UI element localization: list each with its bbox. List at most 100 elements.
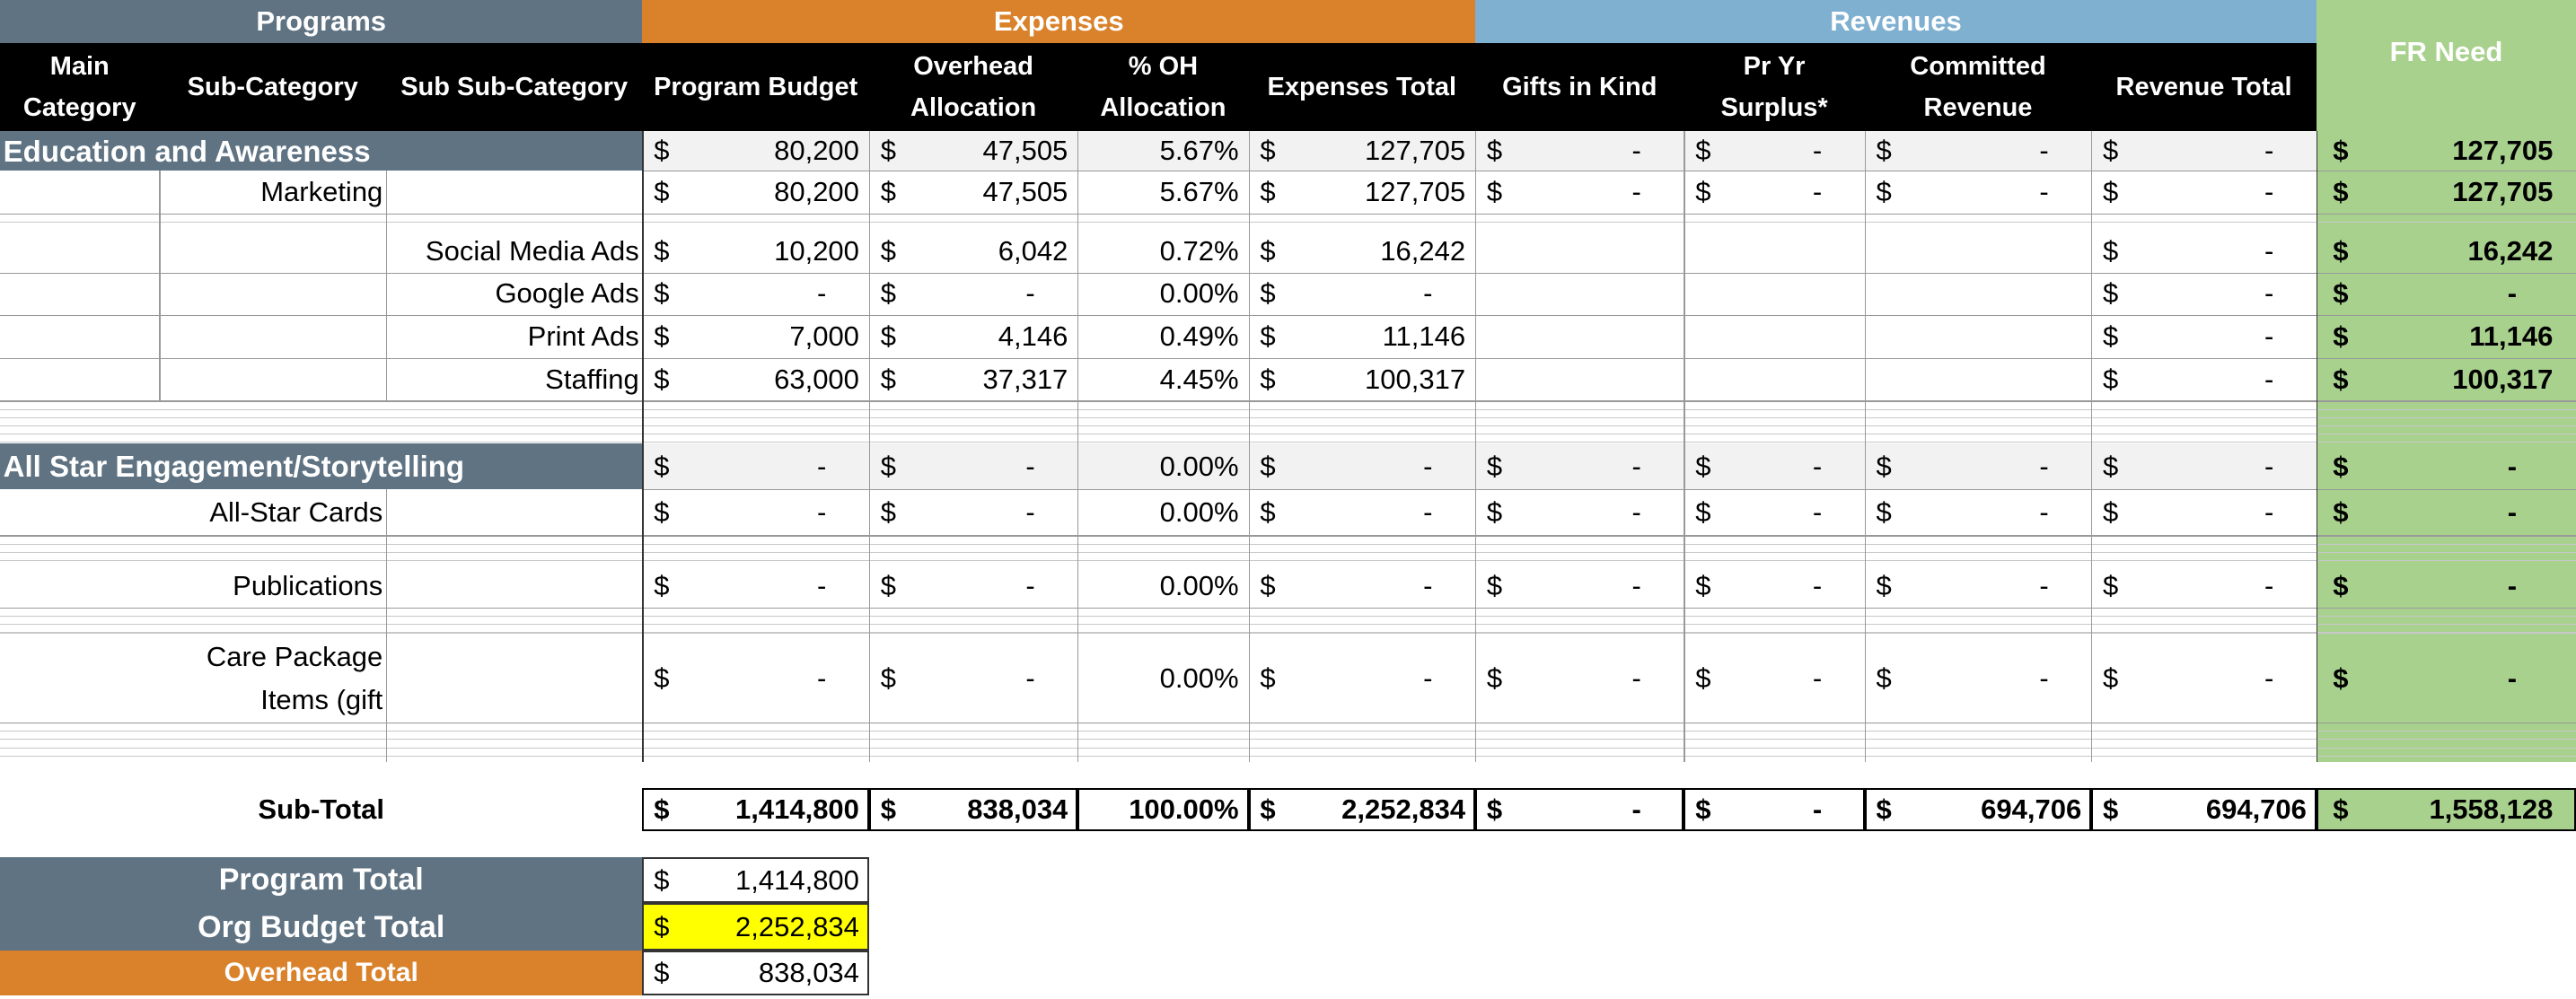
currency-symbol: $ <box>2333 320 2349 353</box>
cell-value: - <box>2039 662 2049 694</box>
currency-symbol: $ <box>1260 450 1276 482</box>
cell-value: 127,705 <box>2452 176 2554 208</box>
subtotal-cell <box>2316 788 2576 831</box>
currency-symbol: $ <box>654 363 670 395</box>
currency-symbol: $ <box>1260 135 1276 167</box>
cell-value: - <box>1423 570 1433 602</box>
cell-value: - <box>1423 495 1433 528</box>
sub-sub-category-label: Google Ads <box>495 277 639 310</box>
cell-value: 16,242 <box>2467 234 2554 267</box>
currency-symbol: $ <box>1876 135 1892 167</box>
category-band <box>0 443 643 490</box>
currency-symbol: $ <box>654 957 670 989</box>
cell-value: 0.00% <box>1159 277 1239 310</box>
category-band <box>642 443 2317 490</box>
currency-symbol: $ <box>1876 793 1892 826</box>
currency-symbol: $ <box>2333 135 2349 167</box>
cell-value: - <box>2264 363 2274 395</box>
cell-value: - <box>2264 320 2274 353</box>
currency-symbol: $ <box>880 234 896 267</box>
cell-value: 11,146 <box>2469 320 2554 353</box>
subtotal-cell <box>868 788 1078 831</box>
column-header: Expenses Total <box>1267 72 1457 101</box>
cell-value: - <box>2264 662 2274 694</box>
category-band <box>642 131 2317 171</box>
currency-symbol: $ <box>654 234 670 267</box>
sub-sub-category-label: Social Media Ads <box>425 234 639 267</box>
group-label: Revenues <box>1830 4 1962 37</box>
summary-value: 838,034 <box>758 957 859 989</box>
cell-value: 1,414,800 <box>735 793 859 826</box>
grid-line <box>0 425 2576 426</box>
column-header: Revenue Total <box>2115 72 2292 101</box>
grid-line <box>0 442 2576 443</box>
grid-line <box>0 416 2576 418</box>
cell-value: - <box>1812 495 1823 528</box>
currency-symbol: $ <box>1260 176 1276 208</box>
currency-symbol: $ <box>654 793 670 826</box>
grid-line <box>642 489 2576 491</box>
grid-line <box>0 551 2576 553</box>
column-header: Gifts in Kind <box>1502 72 1657 101</box>
grid-line <box>1475 131 1477 762</box>
fr-need-column <box>2316 0 2576 762</box>
cell-value: 100.00% <box>1129 793 1239 826</box>
currency-symbol: $ <box>880 662 896 694</box>
grid-line <box>0 755 2576 757</box>
grid-line <box>0 607 2576 609</box>
currency-symbol: $ <box>1260 320 1276 353</box>
grid-line <box>0 272 2576 274</box>
currency-symbol: $ <box>2333 793 2349 826</box>
currency-symbol: $ <box>1260 662 1276 694</box>
cell-value: - <box>817 495 827 528</box>
cell-value: - <box>1025 495 1035 528</box>
cell-value: - <box>2264 570 2274 602</box>
cell-value: 100,317 <box>2452 363 2554 395</box>
cell-value: - <box>1812 793 1823 826</box>
grid-line <box>0 739 2576 740</box>
currency-symbol: $ <box>880 363 896 395</box>
cell-value: - <box>1812 450 1823 482</box>
cell-value: 0.00% <box>1159 662 1239 694</box>
subtotal-cell <box>1475 788 1684 831</box>
currency-symbol: $ <box>654 450 670 482</box>
sub-category-label: Care Package Items (gift <box>206 640 383 715</box>
cell-value: 127,705 <box>2452 135 2554 167</box>
subtotal-label: Sub-Total <box>258 793 385 826</box>
cell-value: - <box>1812 570 1823 602</box>
column-header: Sub-Category <box>187 72 358 101</box>
cell-value: - <box>1423 662 1433 694</box>
cell-value: - <box>2039 450 2049 482</box>
currency-symbol: $ <box>1695 176 1711 208</box>
cell-value: - <box>2507 662 2518 694</box>
column-header-row <box>0 42 2317 132</box>
cell-value: - <box>2039 176 2049 208</box>
cell-value: - <box>1631 495 1641 528</box>
summary-label-band <box>0 857 643 904</box>
currency-symbol: $ <box>1486 495 1503 528</box>
cell-value: 10,200 <box>774 234 859 267</box>
cell-value: - <box>1025 277 1035 310</box>
currency-symbol: $ <box>1695 570 1711 602</box>
cell-value: - <box>817 277 827 310</box>
currency-symbol: $ <box>1260 363 1276 395</box>
cell-value: 0.72% <box>1159 234 1239 267</box>
currency-symbol: $ <box>880 570 896 602</box>
group-header <box>0 0 643 43</box>
cell-value: - <box>1025 450 1035 482</box>
grid-line <box>385 171 388 401</box>
grid-line <box>0 747 2576 749</box>
cell-value: - <box>1631 570 1641 602</box>
currency-symbol: $ <box>654 863 670 896</box>
currency-symbol: $ <box>880 176 896 208</box>
summary-label-band <box>0 903 643 951</box>
currency-symbol: $ <box>1486 450 1503 482</box>
sub-category-label: Publications <box>233 570 383 602</box>
currency-symbol: $ <box>2333 363 2349 395</box>
cell-value: - <box>2264 135 2274 167</box>
grid-line <box>0 616 2576 618</box>
sub-category-label: All-Star Cards <box>209 495 383 528</box>
cell-value: 127,705 <box>1365 135 1466 167</box>
summary-label: Program Total <box>218 863 424 898</box>
currency-symbol: $ <box>2103 450 2119 482</box>
